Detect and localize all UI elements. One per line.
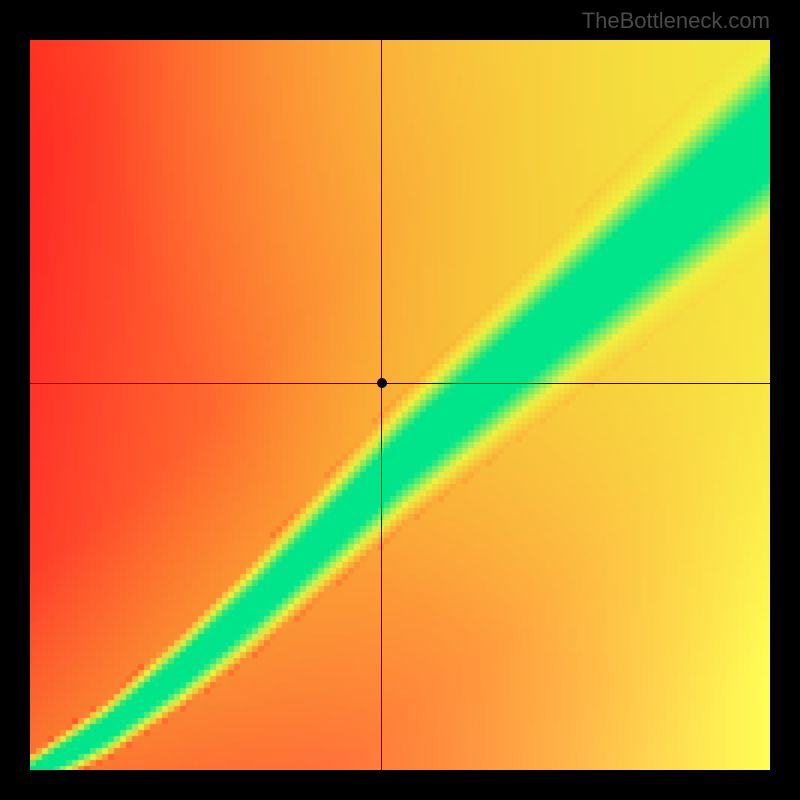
heatmap-plot	[30, 40, 770, 770]
heatmap-canvas	[30, 40, 770, 770]
crosshair-horizontal	[30, 383, 770, 384]
attribution-text: TheBottleneck.com	[582, 8, 770, 34]
crosshair-marker	[377, 378, 387, 388]
crosshair-vertical	[381, 40, 382, 770]
